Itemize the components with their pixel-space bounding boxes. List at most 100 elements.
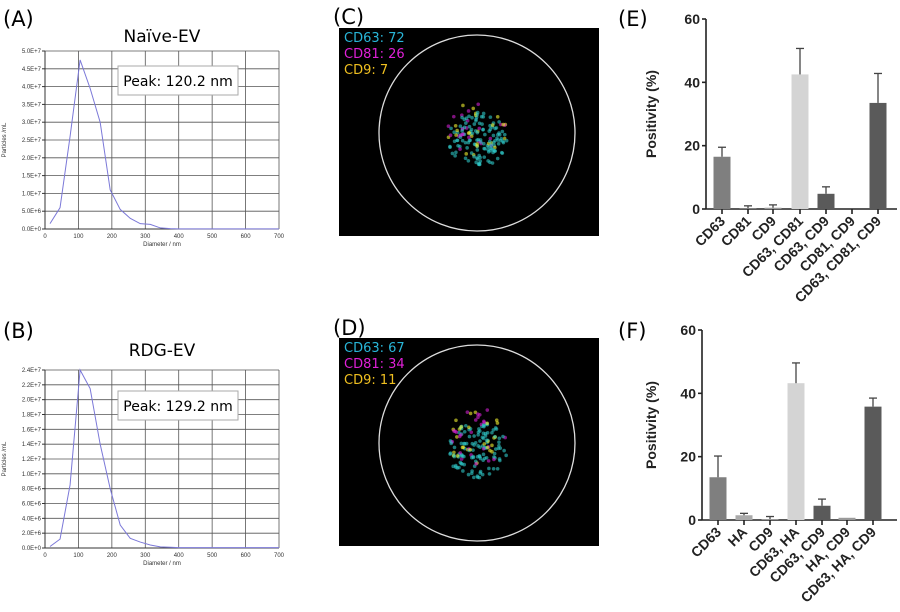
x-tick-label: 400 — [174, 553, 185, 559]
particle-dot — [473, 410, 478, 415]
panel-label-f: (F) — [618, 319, 646, 343]
x-tick-label: 100 — [73, 234, 84, 240]
particle-dot — [458, 451, 463, 455]
particle-dot — [454, 150, 458, 155]
panel-label-b: (B) — [3, 319, 34, 343]
image-background — [339, 338, 599, 546]
particle-dot — [491, 466, 496, 471]
particle-dot — [481, 447, 486, 451]
particle-dot — [479, 114, 484, 119]
particle-dot — [459, 133, 463, 137]
particle-dot — [477, 126, 482, 131]
y-tick-label: 5.0E+7 — [22, 49, 42, 55]
particle-dot — [450, 151, 455, 156]
y-tick-label: 4.0E+6 — [22, 516, 42, 522]
particle-dot — [452, 454, 457, 459]
particle-dot — [459, 441, 464, 446]
bar — [761, 519, 779, 520]
y-tick-label: 2.5E+7 — [22, 138, 42, 144]
x-tick-label: 600 — [241, 553, 252, 559]
particle-dot — [464, 423, 468, 428]
particle-dot — [455, 466, 460, 470]
particle-dot — [473, 418, 478, 422]
particle-dot — [472, 475, 476, 480]
x-tick-label: 0 — [43, 234, 47, 240]
y-tick-label: 1.6E+7 — [22, 427, 42, 433]
particle-dot — [494, 418, 499, 423]
panel-label-d: (D) — [333, 316, 366, 340]
marker-count: CD63: 72 — [344, 31, 405, 46]
particle-dot — [448, 144, 452, 149]
particle-dot — [466, 472, 471, 477]
particle-dot — [467, 135, 471, 140]
particle-dot — [497, 436, 502, 441]
y-tick-label: 20 — [684, 138, 700, 154]
particle-dot — [494, 427, 499, 431]
particle-dot — [475, 144, 479, 148]
particle-dot — [462, 429, 467, 434]
y-tick-label: 2.0E+7 — [22, 398, 42, 404]
particle-dot — [476, 444, 480, 448]
particle-dot — [453, 123, 458, 128]
particle-dot — [476, 430, 481, 434]
particle-dot — [500, 129, 505, 134]
y-tick-label: 3.0E+7 — [22, 120, 42, 126]
particle-dot — [466, 109, 471, 113]
x-tick-label: 0 — [43, 553, 47, 559]
particle-dot — [460, 454, 465, 458]
particle-dot — [476, 162, 481, 166]
particle-dot — [482, 420, 487, 425]
particle-dot — [490, 443, 494, 448]
chart-b-title: RDG-EV — [129, 341, 196, 361]
particle-dot — [490, 449, 494, 454]
y-axis-label: Positivity (%) — [643, 381, 659, 469]
y-tick-label: 2.0E+7 — [22, 156, 42, 162]
bar — [838, 517, 856, 520]
marker-count: CD9: 7 — [344, 63, 388, 78]
x-tick-label: 500 — [207, 234, 218, 240]
y-tick-label: 1.0E+7 — [22, 472, 42, 478]
particle-dot — [471, 455, 476, 460]
particle-dot — [459, 433, 463, 437]
particle-dot — [446, 124, 451, 129]
marker-count: CD81: 26 — [344, 47, 405, 62]
particle-dot — [469, 127, 474, 132]
particle-dot — [495, 115, 500, 119]
particle-dot — [483, 434, 488, 438]
panel-label-c: (C) — [333, 5, 364, 29]
particle-dot — [481, 458, 485, 462]
particle-dot — [459, 461, 463, 466]
particle-dot — [474, 462, 478, 466]
particle-dot — [481, 452, 486, 457]
particle-dot — [497, 457, 502, 461]
particle-dot — [504, 138, 509, 143]
particle-dot — [472, 154, 476, 159]
particle-dot — [502, 132, 507, 137]
y-tick-label: 0.0E+0 — [22, 546, 42, 552]
peak-annotation: Peak: 129.2 nm — [123, 399, 232, 415]
peak-annotation-box — [117, 65, 239, 96]
y-tick-label: 60 — [684, 11, 700, 27]
particle-dot — [452, 429, 456, 433]
particle-dot — [488, 115, 493, 119]
particle-dot — [496, 138, 500, 142]
particle-dot — [461, 469, 465, 473]
y-tick-label: 1.5E+7 — [22, 174, 42, 180]
marker-count: CD81: 34 — [344, 357, 405, 372]
particle-dot — [464, 441, 469, 446]
panel-label-e: (E) — [618, 7, 648, 31]
particle-dot — [486, 159, 490, 163]
particle-dot — [498, 138, 503, 143]
particle-dot — [475, 156, 479, 160]
particle-dot — [492, 149, 497, 153]
particle-dot — [449, 126, 453, 131]
particle-dot — [484, 438, 489, 442]
x-axis-label: Diameter / nm — [143, 242, 181, 248]
chart-b: 0.0E+0 2.0E+6 4.0E+6 6.0E+6 8.0E+6 1.0E+7 1.2E… — [2, 368, 285, 567]
y-tick-label: 6.0E+6 — [22, 502, 42, 508]
y-tick-label: 2.2E+7 — [22, 383, 42, 389]
particle-dot — [496, 141, 501, 146]
particle-dot — [460, 445, 465, 450]
